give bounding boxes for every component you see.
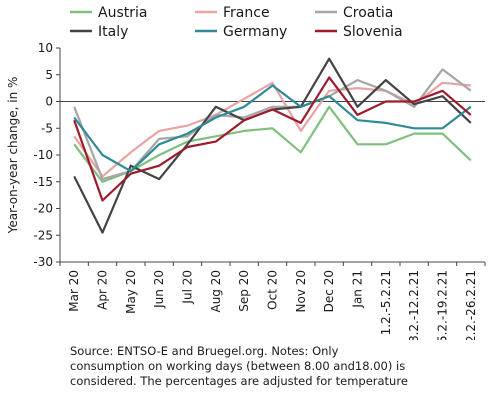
y-tick-label: -20	[33, 202, 53, 216]
series-line-germany	[73, 84, 472, 173]
x-tick-label: Jun 20	[152, 270, 166, 309]
source-note: Source: ENTSO-E and Bruegel.org. Notes: …	[70, 344, 485, 389]
y-tick-label: 10	[38, 41, 53, 55]
source-note-line-3: considered. The percentages are adjusted…	[70, 374, 408, 388]
x-tick-label: Apr 20	[96, 270, 110, 310]
series-line-france	[73, 81, 471, 178]
x-tick-label: Oct 20	[266, 270, 280, 310]
y-axis-title: Year-on-year change, in %	[6, 77, 20, 235]
legend-label-croatia: Croatia	[343, 5, 393, 21]
x-tick-label: Nov 20	[294, 270, 308, 313]
legend-label-italy: Italy	[98, 24, 128, 40]
source-note-line-1: Source: ENTSO-E and Bruegel.org. Notes: …	[70, 344, 339, 358]
x-tick-label: 15.2.-19.2.21	[436, 270, 450, 340]
x-tick-label: Aug 20	[209, 270, 223, 313]
x-tick-label: 22.2.-26.2.21	[464, 270, 478, 340]
legend-label-germany: Germany	[223, 24, 287, 40]
legend-label-slovenia: Slovenia	[343, 24, 403, 40]
y-tick-label: -10	[33, 148, 53, 162]
series-line-slovenia	[73, 76, 472, 202]
y-tick-label: -5	[41, 121, 53, 135]
y-tick-label: -15	[33, 175, 53, 189]
legend-label-austria: Austria	[98, 5, 147, 21]
x-tick-label: 1.2.-5.2.21	[379, 270, 393, 335]
x-tick-label: Jan 21	[351, 270, 365, 309]
x-tick-label: Sep 20	[237, 270, 251, 312]
y-tick-label: 5	[45, 68, 53, 82]
x-tick-label: Dec 20	[322, 270, 336, 312]
y-tick-label: -30	[33, 255, 53, 269]
legend-label-france: France	[223, 5, 270, 21]
x-tick-label: Mar 20	[67, 270, 81, 312]
x-tick-label: Jul 20	[181, 270, 195, 305]
x-tick-label: 8.2.-12.2.21	[407, 270, 421, 340]
x-tick-label: May 20	[124, 270, 138, 314]
series-line-austria	[73, 105, 472, 183]
y-tick-label: 0	[45, 95, 53, 109]
y-tick-label: -25	[33, 228, 53, 242]
line-chart: 10 5 0 -5 -10 -15 -20 -25 -30 Year-on-year change…	[6, 5, 486, 340]
source-note-line-2: consumption on working days (between 8.0…	[70, 359, 406, 373]
